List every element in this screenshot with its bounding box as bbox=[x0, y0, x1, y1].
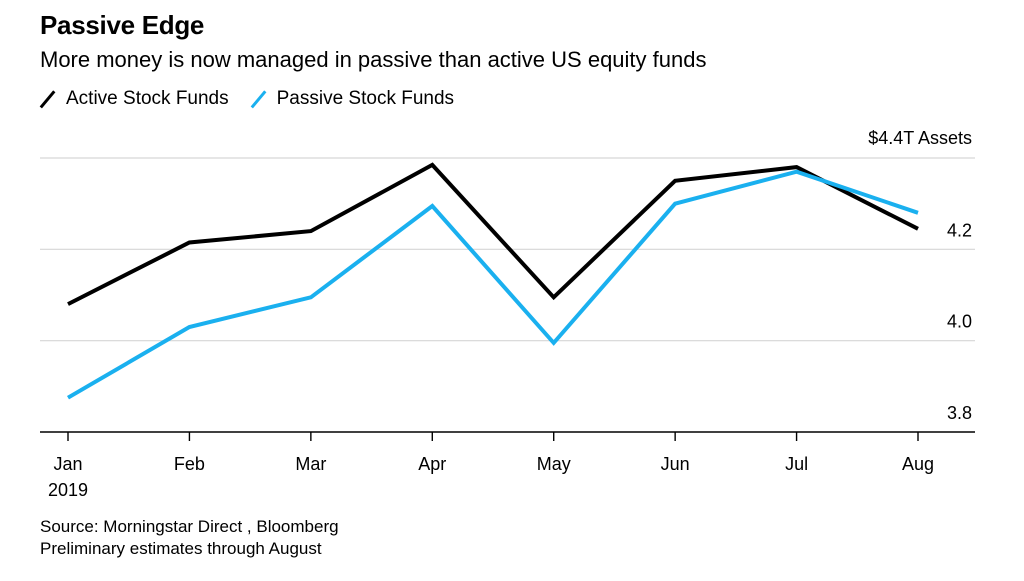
y-tick-label: 3.8 bbox=[947, 403, 972, 423]
source-note: Source: Morningstar Direct , Bloomberg P… bbox=[40, 516, 339, 560]
x-tick-label: Apr bbox=[418, 454, 446, 474]
legend-item-passive: Passive Stock Funds bbox=[251, 88, 454, 110]
series-line-active bbox=[67, 162, 919, 306]
chart-title: Passive Edge bbox=[40, 10, 205, 40]
series-line-passive bbox=[66, 169, 919, 400]
legend: Active Stock Funds Passive Stock Funds bbox=[40, 88, 476, 110]
x-tick-label: Aug bbox=[902, 454, 934, 474]
x-tick-label: May bbox=[537, 454, 571, 474]
x-tick-label: Jun bbox=[661, 454, 690, 474]
note-text: Preliminary estimates through August bbox=[40, 539, 322, 558]
legend-label-passive: Passive Stock Funds bbox=[276, 88, 455, 109]
x-tick-sublabel: 2019 bbox=[48, 480, 88, 500]
x-tick-label: Feb bbox=[174, 454, 205, 474]
source-text: Source: Morningstar Direct , Bloomberg bbox=[40, 517, 339, 536]
chart-subtitle: More money is now managed in passive tha… bbox=[40, 47, 707, 72]
x-tick-label: Jan bbox=[53, 454, 82, 474]
legend-item-active: Active Stock Funds bbox=[40, 88, 229, 110]
label-layer: 4.2 4.0 3.8 $4.4T Assets Jan Feb Mar Apr May Jun J… bbox=[48, 128, 972, 500]
y-tick-label: 4.2 bbox=[947, 220, 972, 240]
x-tick-label: Jul bbox=[785, 454, 808, 474]
series-layer bbox=[66, 162, 919, 400]
x-tick-label: Mar bbox=[295, 454, 326, 474]
legend-label-active: Active Stock Funds bbox=[66, 88, 229, 109]
line-chart: 4.2 4.0 3.8 $4.4T Assets Jan Feb Mar Apr May Jun J… bbox=[40, 128, 975, 500]
axis-layer bbox=[40, 431, 975, 441]
y-axis-unit-label: $4.4T Assets bbox=[868, 128, 972, 148]
y-tick-label: 4.0 bbox=[947, 312, 972, 332]
